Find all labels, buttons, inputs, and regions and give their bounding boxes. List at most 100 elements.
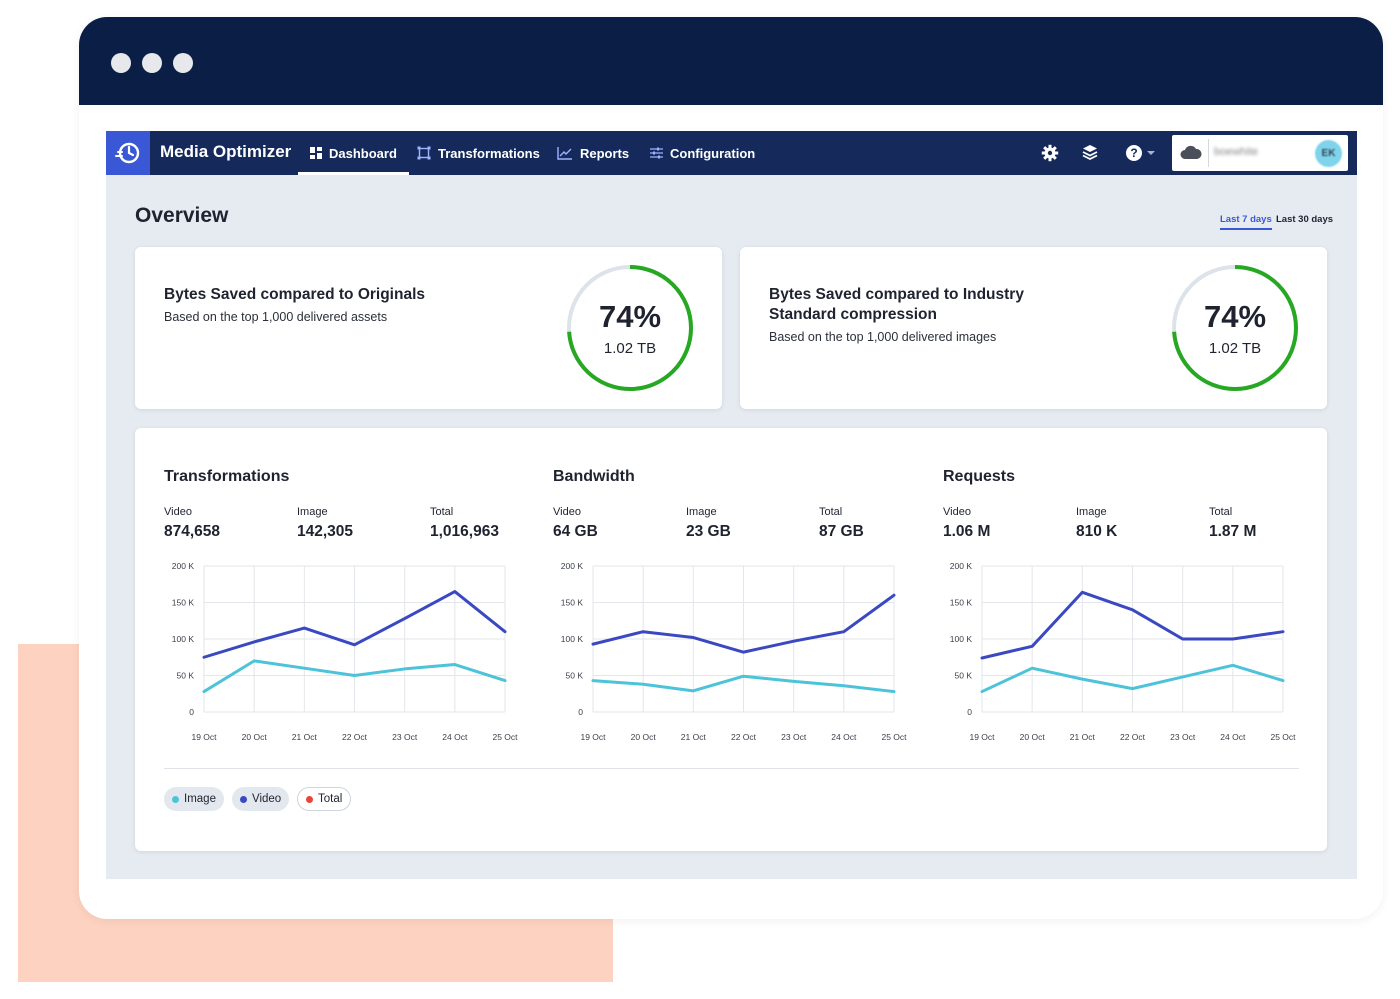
x-tick-label: 20 Oct [1020,732,1046,742]
tab-configuration[interactable]: Configuration [650,131,755,175]
series-line-image [980,663,1285,694]
x-tick-label: 20 Oct [242,732,268,742]
series-line-video [980,590,1285,660]
window-dot-maximize[interactable] [173,53,193,73]
tab-dashboard-label: Dashboard [329,145,397,161]
x-tick-label: 19 Oct [191,732,217,742]
window-dot-minimize[interactable] [142,53,162,73]
x-tick-label: 23 Oct [392,732,418,742]
app-window: Media Optimizer Dashboard Transformation… [106,131,1357,879]
savings-card-subtitle: Based on the top 1,000 delivered images [769,330,997,344]
y-tick-label: 0 [967,707,972,717]
stat-label: Video [553,506,581,518]
stat-value: 1.06 M [943,523,991,540]
tab-transformations-label: Transformations [438,145,540,161]
stat-label: Video [164,506,192,518]
help-menu-button[interactable]: ? [1124,143,1158,163]
logo-icon[interactable] [106,131,150,175]
media-library-button[interactable] [1080,143,1100,163]
stat-label: Total [819,506,843,518]
stat-value: 810 K [1076,523,1118,540]
y-tick-label: 50 K [177,671,195,681]
x-tick-label: 25 Oct [492,732,518,742]
x-tick-label: 24 Oct [831,732,857,742]
y-tick-label: 0 [189,707,194,717]
legend-dot [240,795,247,803]
savings-ring-progress [1172,265,1298,391]
avatar[interactable]: EK [1315,140,1342,167]
stat-value: 142,305 [297,523,354,540]
y-tick-label: 50 K [955,671,973,681]
metric-title-bandwidth: Bandwidth [553,468,635,485]
x-tick-label: 22 Oct [1120,732,1146,742]
legend-dot [172,795,179,803]
savings-card-title: Bytes Saved compared to Industry Standar… [769,286,1024,323]
package-icon [1082,145,1098,161]
y-tick-label: 150 K [950,598,973,608]
account-switcher[interactable]: boewhite EK [1172,135,1348,171]
range-last-30-days[interactable]: Last 30 days [1276,214,1334,225]
x-tick-label: 23 Oct [781,732,807,742]
tab-configuration-label: Configuration [670,145,756,161]
stat-value: 1,016,963 [430,523,499,540]
legend-item-image[interactable]: Image [164,787,224,811]
savings-card-title: Bytes Saved compared to Originals [164,286,426,303]
x-tick-label: 20 Oct [631,732,657,742]
legend-item-video[interactable]: Video [232,787,290,811]
chart-line-icon [557,147,572,160]
legend-label: Video [252,793,282,805]
tab-dashboard[interactable]: Dashboard [298,131,409,175]
savings-size: 1.02 TB [1208,340,1262,357]
savings-card-subtitle: Based on the top 1,000 delivered assets [164,310,388,324]
metric-title-requests: Requests [943,468,1016,485]
x-tick-label: 21 Oct [1070,732,1096,742]
metrics-card: Transformations Video 874,658 Image 142,… [135,428,1327,851]
tab-transformations[interactable]: Transformations [417,131,540,175]
x-tick-label: 19 Oct [580,732,606,742]
legend-label: Image [184,793,216,805]
x-tick-label: 25 Oct [881,732,907,742]
savings-percent: 74% [1203,299,1267,334]
stat-value: 87 GB [819,523,864,540]
y-tick-label: 100 K [561,634,584,644]
transform-icon [417,146,431,160]
window-dot-close[interactable] [111,53,131,73]
sliders-icon [650,147,663,159]
stat-label: Video [943,506,971,518]
legend-label: Total [318,793,343,805]
grid-icon [310,147,322,159]
y-tick-label: 150 K [172,598,195,608]
tab-reports[interactable]: Reports [557,131,629,175]
stat-label: Total [430,506,454,518]
settings-button[interactable] [1040,143,1060,163]
series-line-video [591,593,896,654]
savings-percent: 74% [598,299,662,334]
cloud-icon [1180,145,1202,159]
x-tick-label: 23 Oct [1170,732,1196,742]
x-tick-label: 25 Oct [1270,732,1296,742]
divider [164,768,1299,769]
legend-dot [306,795,313,803]
y-tick-label: 50 K [566,671,584,681]
x-tick-label: 22 Oct [731,732,757,742]
transformations-chart: 200 K 150 K 100 K 50 K 0 19 Oct 20 Oct 21 Oct 22… [172,561,518,742]
app-name: Media Optimizer [160,142,292,161]
x-tick-label: 21 Oct [292,732,318,742]
browser-titlebar [79,17,1383,105]
savings-ring-progress [567,265,693,391]
stat-label: Image [1076,506,1107,518]
y-tick-label: 0 [578,707,583,717]
stat-value: 874,658 [164,523,221,540]
range-last-7-days[interactable]: Last 7 days [1220,214,1272,230]
series-line-image [591,674,896,694]
bandwidth-chart: 200 K 150 K 100 K 50 K 0 19 Oct 20 Oct 21 Oct 22… [561,561,907,742]
account-name: boewhite [1214,146,1259,158]
series-line-video [202,590,507,659]
x-tick-label: 24 Oct [442,732,468,742]
page-title: Overview [135,204,229,227]
gear-icon [1041,144,1059,162]
y-tick-label: 150 K [561,598,584,608]
legend-item-total[interactable]: Total [297,787,352,811]
y-tick-label: 100 K [172,634,195,644]
x-tick-label: 19 Oct [969,732,995,742]
